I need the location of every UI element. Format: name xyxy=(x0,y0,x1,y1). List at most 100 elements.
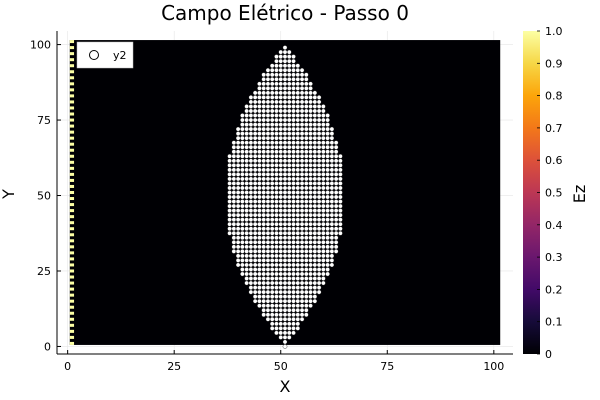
scatter-point xyxy=(265,262,271,268)
scatter-point xyxy=(227,212,232,218)
scatter-point xyxy=(278,172,284,177)
scatter-point xyxy=(261,285,266,290)
scatter-point xyxy=(338,208,343,213)
scatter-point xyxy=(244,135,249,141)
scatter-point xyxy=(265,131,271,136)
scatter-point xyxy=(338,194,343,200)
scatter-point xyxy=(312,271,318,277)
scatter-point xyxy=(295,172,301,177)
scatter-point xyxy=(282,230,288,236)
scatter-point xyxy=(282,158,288,164)
scatter-point xyxy=(278,303,284,308)
scatter-point xyxy=(235,158,241,164)
scatter-point xyxy=(244,235,249,241)
scatter-point xyxy=(329,131,335,136)
scatter-point xyxy=(329,249,335,254)
scatter-point xyxy=(321,199,326,204)
scatter-point xyxy=(274,158,279,164)
scatter-point xyxy=(312,258,318,263)
scatter-point xyxy=(240,113,245,118)
scatter-point xyxy=(295,307,301,313)
scatter-point xyxy=(261,81,266,87)
scatter-point xyxy=(261,131,266,136)
scatter-point xyxy=(257,244,262,250)
scatter-point xyxy=(291,135,296,141)
scatter-point xyxy=(257,149,262,155)
scatter-point xyxy=(261,212,266,218)
scatter-point xyxy=(329,181,335,186)
scatter-point xyxy=(278,285,284,290)
scatter-point xyxy=(261,149,266,155)
scatter-point xyxy=(265,113,271,118)
scatter-point xyxy=(304,221,309,227)
scatter-point xyxy=(316,190,322,195)
scatter-point xyxy=(312,154,318,159)
scatter-point xyxy=(299,285,305,290)
scatter-point xyxy=(286,240,292,245)
scatter-point xyxy=(325,172,330,177)
scatter-point xyxy=(240,203,245,209)
scatter-point xyxy=(240,199,245,204)
scatter-point xyxy=(316,289,322,295)
scatter-point xyxy=(265,176,271,182)
x-tick-label: 50 xyxy=(274,360,288,373)
scatter-point xyxy=(316,253,322,259)
scatter-point xyxy=(248,221,254,227)
scatter-point xyxy=(316,163,322,168)
scatter-point xyxy=(295,122,301,127)
scatter-point xyxy=(244,181,249,186)
scatter-point xyxy=(312,285,318,290)
scatter-point xyxy=(231,249,237,254)
colorbar-tick-label: 0.5 xyxy=(545,187,563,200)
y-axis-ticks: 0 25 50 75 100 xyxy=(30,39,61,353)
scatter-point xyxy=(269,258,275,263)
scatter-point xyxy=(269,90,275,96)
y-tick-label: 0 xyxy=(44,340,51,353)
scatter-point xyxy=(240,212,245,218)
scatter-point xyxy=(265,86,271,91)
scatter-point xyxy=(269,240,275,245)
scatter-point xyxy=(244,208,249,213)
scatter-point xyxy=(261,72,266,78)
scatter-point xyxy=(295,149,301,155)
scatter-point xyxy=(312,298,318,304)
scatter-point xyxy=(282,303,288,308)
scatter-point xyxy=(282,86,288,91)
scatter-point xyxy=(252,199,258,204)
scatter-point xyxy=(274,312,279,318)
scatter-point xyxy=(269,190,275,195)
scatter-point xyxy=(269,126,275,132)
scatter-point xyxy=(282,140,288,145)
scatter-point xyxy=(265,317,271,322)
scatter-point xyxy=(308,190,313,195)
scatter-point xyxy=(304,122,309,127)
scatter-point xyxy=(240,149,245,155)
scatter-point xyxy=(261,303,266,308)
scatter-point xyxy=(299,172,305,177)
scatter-point xyxy=(321,181,326,186)
scatter-point xyxy=(286,317,292,322)
scatter-point xyxy=(329,172,335,177)
scatter-point xyxy=(321,267,326,272)
scatter-point xyxy=(295,126,301,132)
scatter-point xyxy=(299,140,305,145)
scatter-point xyxy=(286,253,292,259)
scatter-point xyxy=(333,221,339,227)
scatter-point xyxy=(278,244,284,250)
scatter-point xyxy=(282,199,288,204)
scatter-point xyxy=(308,140,313,145)
scatter-point xyxy=(291,131,296,136)
heatmap-source-cell xyxy=(69,317,75,321)
scatter-point xyxy=(252,99,258,105)
scatter-point xyxy=(261,253,266,259)
scatter-point xyxy=(282,72,288,78)
scatter-point xyxy=(257,258,262,263)
scatter-point xyxy=(282,267,288,272)
scatter-point xyxy=(282,321,288,327)
scatter-point xyxy=(295,135,301,141)
scatter-point xyxy=(257,113,262,118)
scatter-point xyxy=(304,172,309,177)
scatter-point xyxy=(286,49,292,55)
scatter-point xyxy=(278,203,284,209)
scatter-point xyxy=(291,330,296,336)
